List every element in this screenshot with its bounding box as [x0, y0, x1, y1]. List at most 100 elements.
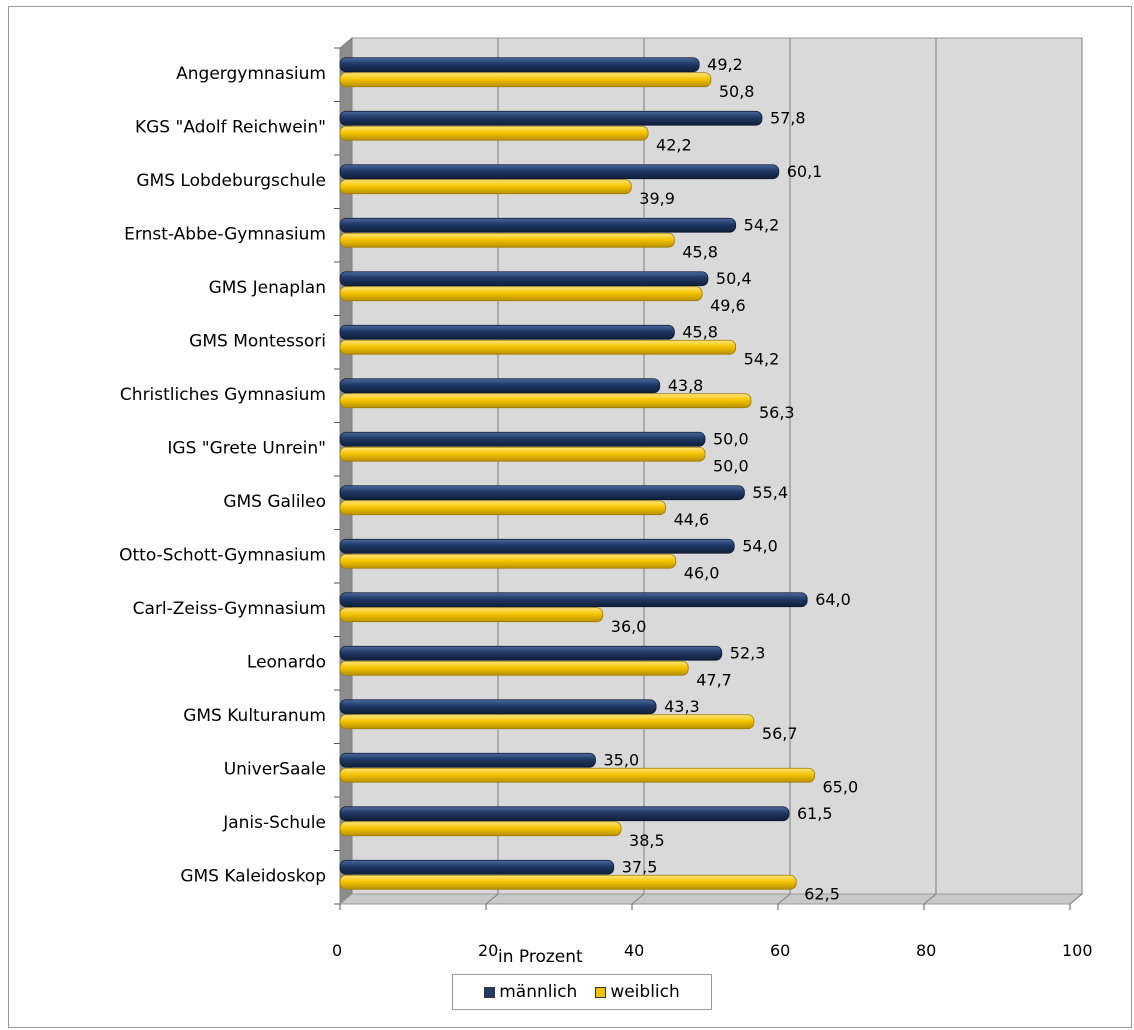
category-label: Angergymnasium: [176, 64, 326, 84]
gridline-floor: [923, 893, 937, 905]
data-label-male: 57,8: [770, 108, 806, 127]
legend-item-male: männlich: [484, 982, 577, 1002]
data-label-female: 36,0: [611, 617, 647, 636]
legend-label-male: männlich: [499, 982, 578, 1002]
x-tick-label: 0: [332, 941, 342, 960]
category-label: Janis-Schule: [222, 813, 326, 833]
x-tick-label: 60: [770, 941, 790, 960]
data-label-male: 54,0: [742, 536, 778, 555]
data-label-male: 61,5: [797, 804, 833, 823]
category-label: Leonardo: [247, 652, 326, 672]
legend-swatch-female: [595, 986, 607, 998]
category-label: KGS "Adolf Reichwein": [135, 117, 326, 137]
bar-male: [339, 164, 780, 180]
category-label: Christliches Gymnasium: [120, 385, 326, 405]
gridline-floor: [1069, 893, 1083, 905]
category-label: Carl-Zeiss-Gymnasium: [133, 599, 326, 619]
category-label: GMS Kulturanum: [183, 706, 326, 726]
data-label-female: 50,0: [713, 456, 749, 475]
bar-female: [339, 179, 632, 195]
bar-male: [339, 485, 745, 501]
data-label-female: 44,6: [674, 510, 710, 529]
bar-female: [339, 660, 689, 676]
gridline-floor: [631, 893, 645, 905]
bar-male: [339, 699, 657, 715]
legend-item-female: weiblich: [595, 982, 680, 1002]
data-label-female: 56,3: [759, 403, 795, 422]
bar-male: [339, 806, 790, 822]
plot-floor: [338, 893, 1084, 905]
data-label-male: 45,8: [682, 322, 718, 341]
x-tick-label: 20: [478, 941, 498, 960]
bar-male: [339, 324, 675, 340]
category-label: GMS Galileo: [223, 492, 326, 512]
bar-male: [339, 538, 735, 554]
data-label-female: 49,6: [710, 296, 746, 315]
bar-female: [339, 874, 797, 890]
data-label-male: 54,2: [744, 215, 780, 234]
gridline-floor: [777, 893, 791, 905]
bar-male: [339, 592, 808, 608]
x-axis-label: in Prozent: [498, 947, 583, 967]
data-label-female: 46,0: [684, 563, 720, 582]
data-label-female: 45,8: [682, 242, 718, 261]
data-label-female: 62,5: [804, 884, 840, 903]
data-label-female: 56,7: [762, 724, 798, 743]
bar-male: [339, 859, 615, 875]
bar-male: [339, 110, 763, 126]
bar-female: [339, 767, 815, 783]
gridline-floor: [485, 893, 499, 905]
bar-female: [339, 553, 677, 569]
data-label-female: 39,9: [639, 189, 675, 208]
x-tick-label: 40: [624, 941, 644, 960]
data-label-male: 35,0: [604, 750, 640, 769]
bar-female: [339, 232, 675, 248]
category-label: GMS Kaleidoskop: [180, 866, 326, 886]
bar-male: [339, 645, 723, 661]
bar-female: [339, 446, 706, 462]
data-label-female: 38,5: [629, 831, 665, 850]
x-tick-label: 100: [1062, 941, 1093, 960]
bar-female: [339, 286, 703, 302]
data-label-male: 64,0: [815, 590, 851, 609]
bar-female: [339, 393, 752, 409]
category-label: GMS Lobdeburgschule: [136, 171, 326, 191]
bar-male: [339, 217, 737, 233]
legend-label-female: weiblich: [610, 982, 680, 1002]
data-label-male: 43,3: [664, 697, 700, 716]
bar-male: [339, 271, 709, 287]
category-label: Otto-Schott-Gymnasium: [119, 545, 326, 565]
category-label: GMS Jenaplan: [209, 278, 326, 298]
bar-male: [339, 378, 661, 394]
x-tick-label: 80: [916, 941, 936, 960]
data-label-female: 47,7: [696, 670, 732, 689]
data-label-female: 50,8: [719, 82, 755, 101]
data-label-female: 42,2: [656, 135, 692, 154]
data-label-male: 50,0: [713, 429, 749, 448]
data-label-male: 52,3: [730, 643, 766, 662]
bar-female: [339, 714, 755, 730]
bar-female: [339, 607, 604, 623]
bar-male: [339, 752, 596, 768]
data-label-female: 65,0: [823, 777, 859, 796]
data-label-male: 43,8: [668, 376, 704, 395]
bar-male: [339, 431, 706, 447]
bar-female: [339, 125, 649, 141]
data-label-male: 55,4: [752, 483, 788, 502]
bar-male: [339, 57, 700, 73]
data-label-female: 54,2: [744, 349, 780, 368]
legend-swatch-male: [484, 986, 496, 998]
category-label: GMS Montessori: [189, 331, 326, 351]
bar-female: [339, 821, 622, 837]
bar-female: [339, 72, 712, 88]
data-label-male: 49,2: [707, 55, 743, 74]
bar-female: [339, 500, 666, 516]
category-label: Ernst-Abbe-Gymnasium: [124, 224, 326, 244]
data-label-male: 37,5: [622, 857, 658, 876]
data-label-male: 60,1: [787, 162, 823, 181]
bar-female: [339, 339, 737, 355]
category-label: UniverSaale: [224, 759, 326, 779]
data-label-male: 50,4: [716, 269, 752, 288]
category-label: IGS "Grete Unrein": [167, 438, 326, 458]
